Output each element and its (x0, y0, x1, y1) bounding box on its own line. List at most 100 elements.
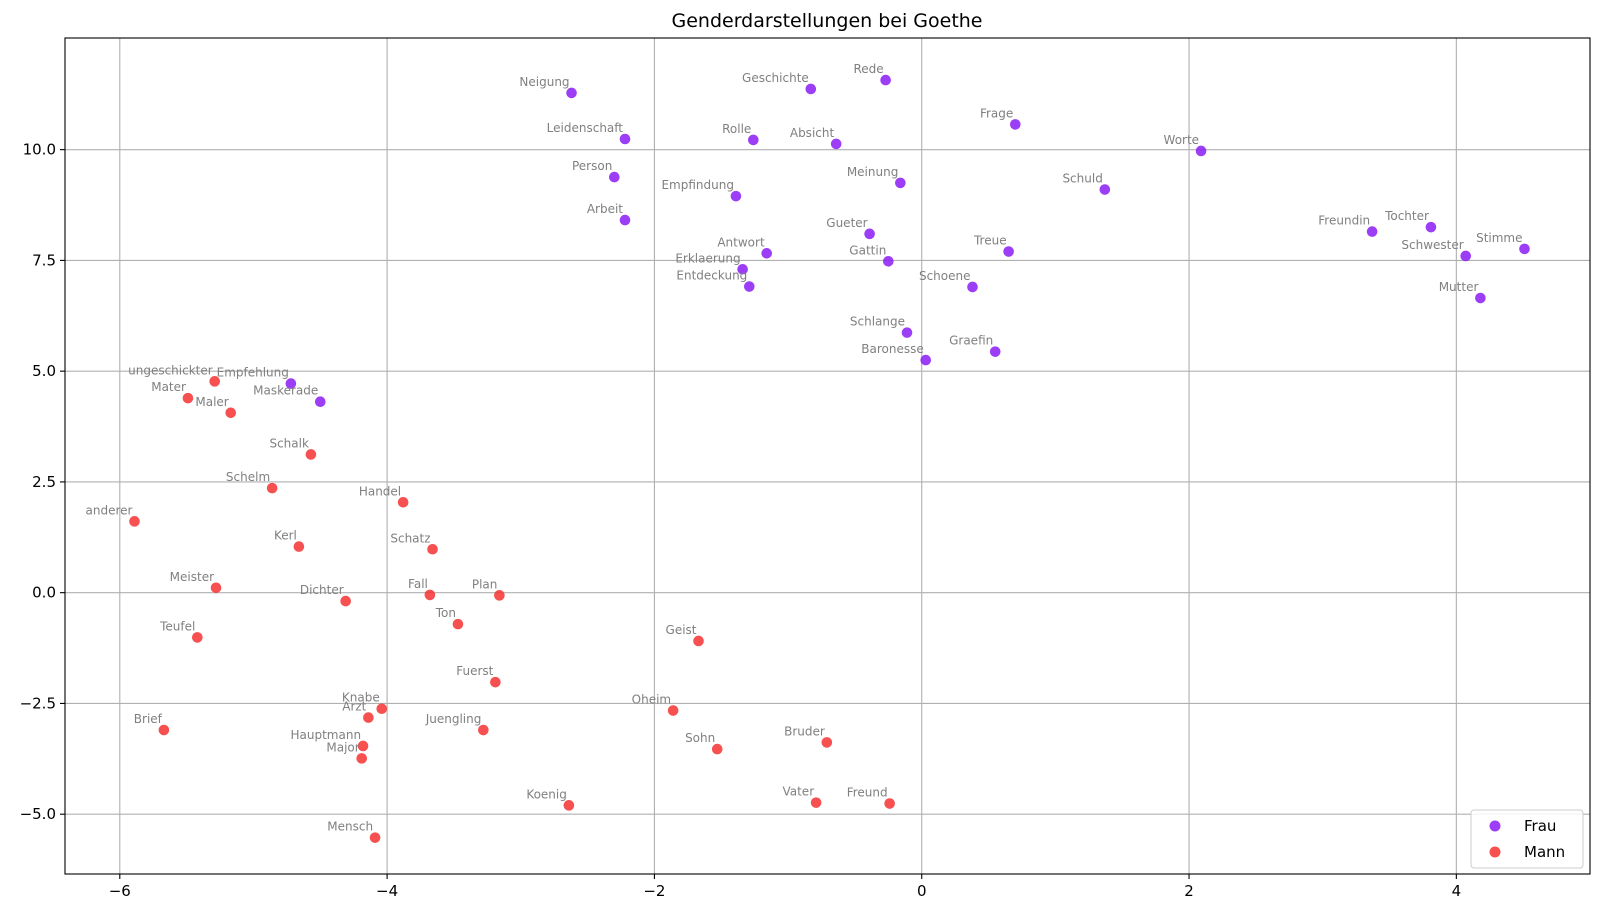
point-label-brief: Brief (134, 712, 163, 726)
y-tick-label: 0.0 (32, 584, 56, 602)
point-mann-schalk (305, 449, 317, 460)
point-label-empfindung: Empfindung (661, 178, 734, 192)
y-tick-label: 5.0 (32, 362, 56, 380)
legend-label-frau: Frau (1524, 817, 1556, 835)
point-mann-maler (225, 407, 237, 419)
point-frau-erklaerung (737, 263, 748, 275)
point-mann-schelm (266, 482, 278, 494)
point-mann-hauptmann (357, 740, 369, 752)
point-label-absicht: Absicht (790, 126, 835, 140)
point-labels: Neigung Geschichte Rede Leidenschaft Rolle Ab… (86, 62, 1523, 834)
x-tick-label: −4 (376, 882, 398, 900)
point-label-antwort: Antwort (717, 235, 765, 249)
point-label-geschichte: Geschichte (742, 71, 809, 85)
point-label-anderer: anderer (86, 503, 133, 517)
point-frau-antwort (761, 248, 772, 259)
point-label-schuld: Schuld (1062, 172, 1102, 186)
legend-label-mann: Mann (1524, 843, 1565, 861)
data-points (129, 74, 1530, 843)
axis-ticks: −6 −4 −2 0 2 4 −5.0 −2.5 0.0 2.5 5.0 7.5 10.0 (20, 141, 1462, 900)
point-mann-koenig (563, 800, 575, 811)
point-label-vater: Vater (782, 785, 814, 799)
point-label-graefin: Graefin (949, 334, 993, 348)
point-frau-entdeckung (744, 281, 755, 292)
point-label-frage: Frage (980, 106, 1013, 120)
point-frau-graefin (989, 346, 1001, 357)
point-label-major: Major (326, 740, 359, 754)
point-label-schalk: Schalk (269, 436, 309, 450)
point-label-neigung: Neigung (519, 75, 569, 89)
point-label-leidenschaft: Leidenschaft (547, 121, 624, 135)
point-label-ungeschickter: ungeschickter (128, 363, 213, 377)
point-label-bruder: Bruder (784, 724, 825, 738)
point-label-arbeit: Arbeit (587, 202, 623, 216)
x-tick-label: −2 (643, 882, 665, 900)
point-label-schwester: Schwester (1401, 238, 1463, 252)
y-tick-label: −5.0 (20, 805, 56, 823)
point-label-fuerst: Fuerst (456, 664, 493, 678)
point-frau-geschichte (805, 83, 817, 95)
x-tick-label: 4 (1452, 882, 1462, 900)
point-frau-treue (1003, 246, 1014, 257)
chart-title: Genderdarstellungen bei Goethe (672, 10, 983, 32)
y-tick-label: −2.5 (20, 694, 56, 712)
point-mann-schatz (427, 543, 438, 555)
point-frau-meinung (895, 177, 906, 189)
point-label-arzt: Arzt (342, 700, 366, 714)
point-label-ton: Ton (435, 606, 456, 620)
point-mann-oheim (667, 705, 679, 716)
point-label-erklaerung: Erklaerung (675, 251, 740, 265)
point-label-oheim: Oheim (632, 693, 671, 707)
x-tick-label: −6 (109, 882, 131, 900)
point-mann-brief (158, 724, 170, 736)
point-label-juengling: Juengling (425, 712, 482, 726)
point-label-sohn: Sohn (685, 731, 715, 745)
y-tick-label: 10.0 (23, 141, 56, 159)
plot-area-frame (64, 37, 1591, 875)
point-label-meinung: Meinung (847, 165, 899, 179)
point-label-schoene: Schoene (919, 269, 971, 283)
point-label-knabe: Knabe (342, 691, 380, 705)
point-label-mensch: Mensch (327, 820, 373, 834)
point-mann-geist (693, 635, 704, 647)
point-label-gattin: Gattin (849, 243, 886, 257)
point-label-plan: Plan (472, 577, 498, 591)
point-frau-stimme (1519, 243, 1530, 255)
point-mann-handel (397, 496, 409, 508)
point-label-freund: Freund (847, 786, 888, 800)
point-mann-juengling (478, 724, 489, 736)
point-label-dichter: Dichter (300, 583, 344, 597)
point-label-entdeckung: Entdeckung (676, 269, 747, 283)
point-label-kerl: Kerl (274, 529, 297, 543)
point-mann-mensch (369, 832, 381, 843)
point-mann-mater (182, 392, 194, 404)
point-frau-tochter (1425, 221, 1437, 233)
point-label-treue: Treue (973, 234, 1007, 248)
point-frau-arbeit (619, 214, 631, 226)
point-label-rede: Rede (853, 62, 883, 76)
point-label-mutter: Mutter (1439, 280, 1479, 294)
point-frau-worte (1195, 145, 1207, 157)
point-frau-mutter (1475, 292, 1486, 304)
point-label-freundin: Freundin (1318, 214, 1370, 228)
point-mann-major (356, 753, 368, 764)
point-mann-ungeschickter (209, 376, 220, 387)
point-frau-frage (1009, 119, 1021, 130)
point-mann-dichter (340, 595, 351, 607)
point-frau-gueter (864, 228, 875, 240)
point-frau-maskerade (314, 396, 326, 408)
point-label-gueter: Gueter (826, 216, 867, 230)
point-mann-knabe (376, 703, 388, 715)
point-label-meister: Meister (170, 570, 214, 584)
point-label-empfehlung: Empfehlung (217, 366, 289, 380)
point-label-stimme: Stimme (1476, 231, 1522, 245)
point-frau-neigung (566, 87, 577, 99)
point-frau-baronesse (920, 354, 932, 366)
legend-marker-frau (1489, 820, 1501, 832)
point-mann-sohn (711, 743, 723, 755)
point-frau-schuld (1099, 184, 1111, 195)
point-mann-fuerst (490, 676, 501, 688)
y-tick-label: 2.5 (32, 473, 56, 491)
point-label-hauptmann: Hauptmann (290, 728, 361, 742)
point-label-mater: Mater (151, 380, 186, 394)
